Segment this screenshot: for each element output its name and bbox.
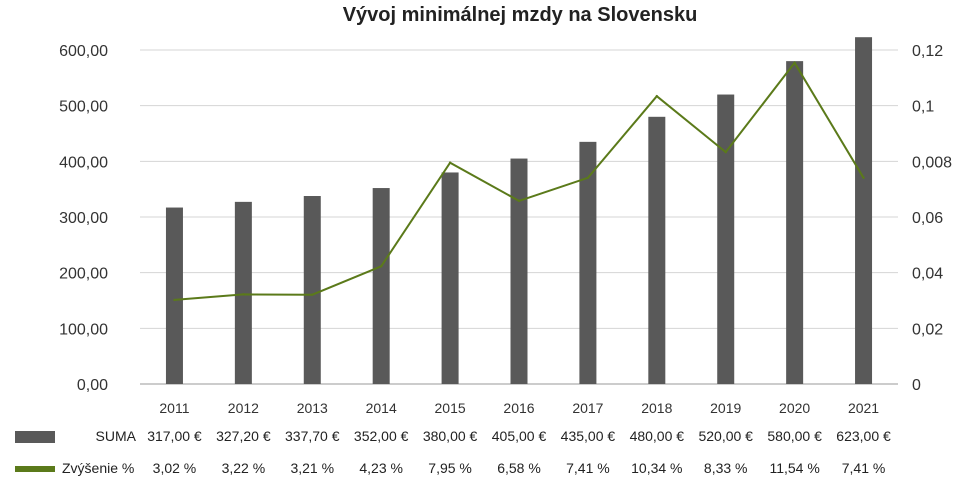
data-label-zvysenie: 3,21 % xyxy=(290,460,334,476)
right-tick-label: 0,02 xyxy=(912,321,943,338)
left-tick-label: 400,00 xyxy=(59,154,108,171)
bar xyxy=(441,172,459,384)
x-tick-label: 2021 xyxy=(848,400,879,416)
x-tick-label: 2018 xyxy=(641,400,672,416)
left-axis: 0,00 100,00 200,00 300,00 400,00 500,00 600,00 xyxy=(59,43,108,394)
line-point xyxy=(242,293,245,296)
right-tick-label: 0,008 xyxy=(912,154,952,171)
data-label-zvysenie: 7,95 % xyxy=(428,460,472,476)
data-label-suma: 352,00 € xyxy=(354,428,409,444)
left-tick-label: 200,00 xyxy=(59,266,108,283)
legend-key-line xyxy=(15,466,55,472)
line-point xyxy=(173,298,176,302)
left-tick-label: 500,00 xyxy=(59,99,108,116)
line-point xyxy=(793,61,796,65)
legend-label-zvysenie: Zvýšenie % xyxy=(62,460,134,476)
bar xyxy=(372,188,390,384)
line-point xyxy=(311,293,314,296)
data-label-suma: 405,00 € xyxy=(492,428,547,444)
right-axis: 0 0,02 0,04 0,06 0,008 0,1 0,12 xyxy=(912,43,952,394)
legend-label-suma: SUMA xyxy=(96,428,137,444)
x-axis: 2011 2012 2013 2014 2015 2016 2017 2018 2019 2020… xyxy=(159,400,879,416)
data-label-zvysenie: 8,33 % xyxy=(704,460,748,476)
data-label-zvysenie: 3,22 % xyxy=(222,460,266,476)
x-tick-label: 2020 xyxy=(779,400,810,416)
x-tick-label: 2011 xyxy=(159,400,189,416)
legend-key-bar xyxy=(15,431,55,443)
bar xyxy=(648,116,666,385)
x-tick-label: 2016 xyxy=(503,400,534,416)
data-label-zvysenie: 6,58 % xyxy=(497,460,541,476)
left-tick-label: 600,00 xyxy=(59,43,108,60)
x-tick-label: 2015 xyxy=(435,400,466,416)
data-label-suma: 623,00 € xyxy=(836,428,891,444)
left-tick-label: 100,00 xyxy=(59,321,108,338)
data-label-suma: 380,00 € xyxy=(423,428,478,444)
data-label-zvysenie: 3,02 % xyxy=(153,460,197,476)
bar xyxy=(786,61,804,385)
data-label-suma: 435,00 € xyxy=(561,428,616,444)
data-label-suma: 337,70 € xyxy=(285,428,340,444)
bar xyxy=(579,141,597,384)
x-tick-label: 2012 xyxy=(228,400,259,416)
line-point xyxy=(379,265,383,268)
line-series xyxy=(173,61,865,302)
right-tick-label: 0,04 xyxy=(912,266,943,283)
data-label-suma: 480,00 € xyxy=(630,428,685,444)
data-label-suma: 327,20 € xyxy=(216,428,271,444)
data-label-suma: 520,00 € xyxy=(698,428,753,444)
data-label-suma: 580,00 € xyxy=(767,428,822,444)
data-table: SUMA Zvýšenie % 317,00 € 327,20 € 337,70 € 35… xyxy=(15,428,891,476)
right-tick-label: 0,06 xyxy=(912,210,943,227)
line-point xyxy=(862,176,865,179)
x-tick-label: 2014 xyxy=(366,400,397,416)
chart-title: Vývoj minimálnej mzdy na Slovensku xyxy=(343,4,698,26)
data-label-suma: 317,00 € xyxy=(147,428,202,444)
right-tick-label: 0,1 xyxy=(912,99,934,116)
data-label-zvysenie: 7,41 % xyxy=(566,460,610,476)
right-tick-label: 0 xyxy=(912,377,921,394)
left-tick-label: 0,00 xyxy=(77,377,108,394)
x-tick-label: 2019 xyxy=(710,400,741,416)
data-label-zvysenie: 11,54 % xyxy=(769,460,819,476)
bar xyxy=(165,207,183,384)
left-tick-label: 300,00 xyxy=(59,210,108,227)
bar xyxy=(303,196,321,384)
line-point xyxy=(517,199,521,203)
bar xyxy=(717,94,735,385)
line-point xyxy=(448,161,452,164)
x-tick-label: 2013 xyxy=(297,400,328,416)
data-label-zvysenie: 4,23 % xyxy=(359,460,403,476)
bar xyxy=(855,37,873,385)
data-label-zvysenie: 7,41 % xyxy=(842,460,886,476)
line-point xyxy=(586,176,590,179)
bar-series xyxy=(165,37,873,385)
x-tick-label: 2017 xyxy=(572,400,603,416)
line-point xyxy=(655,95,659,98)
bar xyxy=(510,158,528,384)
right-tick-label: 0,12 xyxy=(912,43,943,60)
bar xyxy=(234,201,252,384)
data-label-zvysenie: 10,34 % xyxy=(631,460,682,476)
line-point xyxy=(724,150,727,154)
